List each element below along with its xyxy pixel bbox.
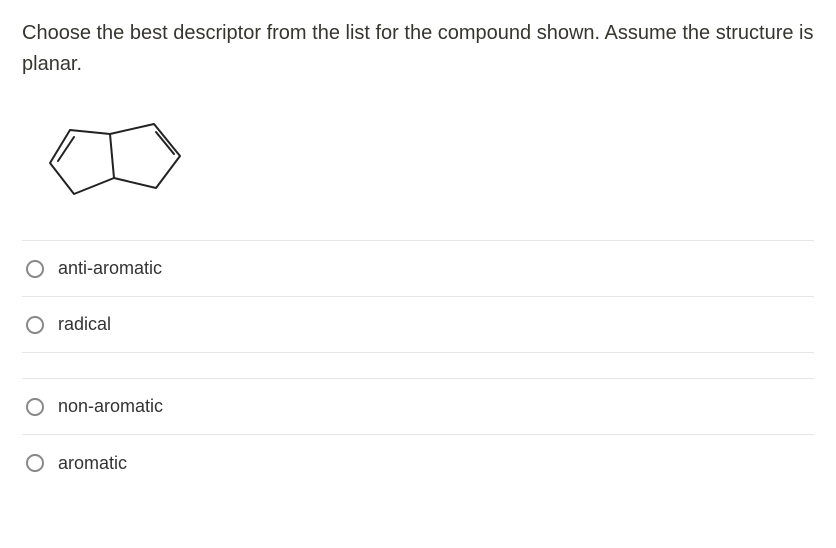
- radio-icon: [26, 398, 44, 416]
- radio-icon: [26, 454, 44, 472]
- option-label: non-aromatic: [58, 396, 163, 417]
- question-prompt: Choose the best descriptor from the list…: [22, 18, 814, 80]
- option-aromatic[interactable]: aromatic: [22, 435, 814, 491]
- option-anti-aromatic[interactable]: anti-aromatic: [22, 241, 814, 297]
- option-label: anti-aromatic: [58, 258, 162, 279]
- option-spacer: [22, 353, 814, 379]
- chemical-structure: [22, 100, 814, 240]
- answer-options: anti-aromatic radical non-aromatic aroma…: [22, 240, 814, 491]
- radio-icon: [26, 316, 44, 334]
- option-label: radical: [58, 314, 111, 335]
- pentalene-svg: [28, 108, 208, 218]
- option-non-aromatic[interactable]: non-aromatic: [22, 379, 814, 435]
- option-label: aromatic: [58, 453, 127, 474]
- radio-icon: [26, 260, 44, 278]
- option-radical[interactable]: radical: [22, 297, 814, 353]
